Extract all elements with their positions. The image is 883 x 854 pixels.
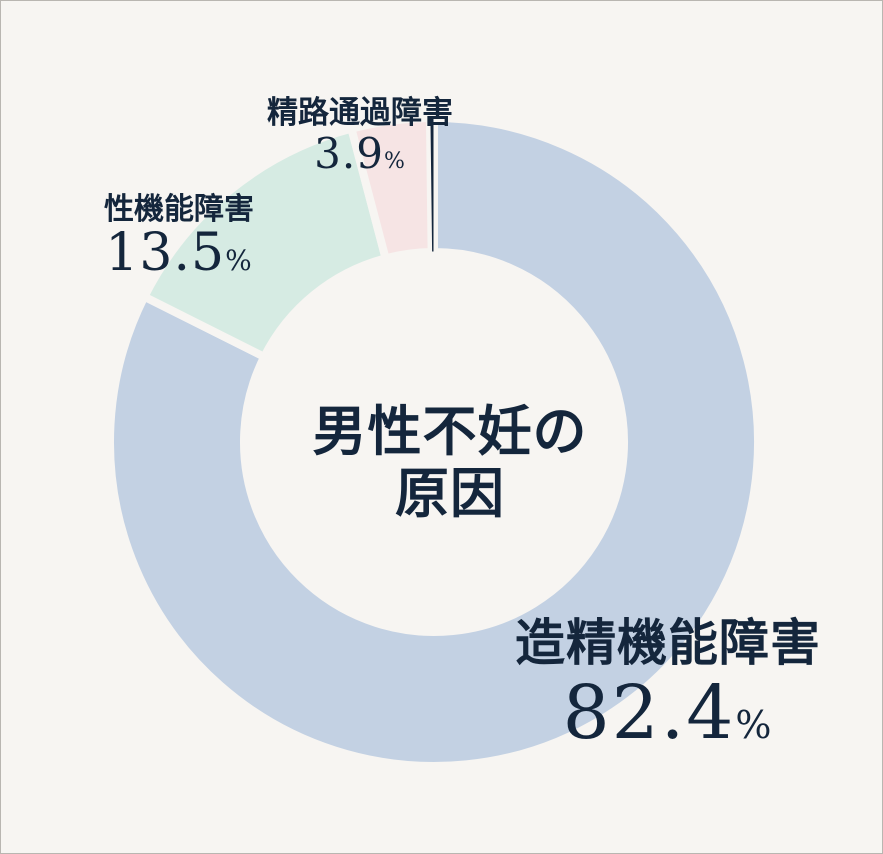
slice-value-number: 13.5 (105, 223, 226, 283)
slice-value-number: 3.9 (314, 129, 384, 178)
center-title-line-1: 男性不妊の (312, 399, 588, 463)
slice-label-sexual-function: 性機能障害 13.5% (88, 192, 270, 280)
slice-label-name: 精路通過障害 (267, 95, 453, 131)
center-title-line-2: 原因 (395, 461, 505, 525)
slice-value-unit: % (225, 244, 253, 277)
slice-label-name: 造精機能障害 (515, 613, 821, 672)
slice-label-duct-obstruction: 精路通過障害 3.9% (250, 98, 470, 175)
slice-value-unit: % (735, 703, 774, 747)
slice-other (429, 117, 435, 253)
slice-label-spermatogenesis: 造精機能障害 82.4% (502, 613, 834, 751)
slice-value-number: 82.4 (562, 670, 736, 756)
slice-spermatogenesis (106, 113, 762, 770)
slice-label-value: 82.4% (502, 676, 834, 750)
slice-label-value: 13.5% (88, 227, 270, 279)
slice-label-value: 3.9% (250, 133, 470, 175)
chart-center-title: 男性不妊の 原因 (300, 400, 600, 524)
slice-label-name: 性機能障害 (104, 192, 254, 227)
slice-value-unit: % (383, 149, 406, 174)
